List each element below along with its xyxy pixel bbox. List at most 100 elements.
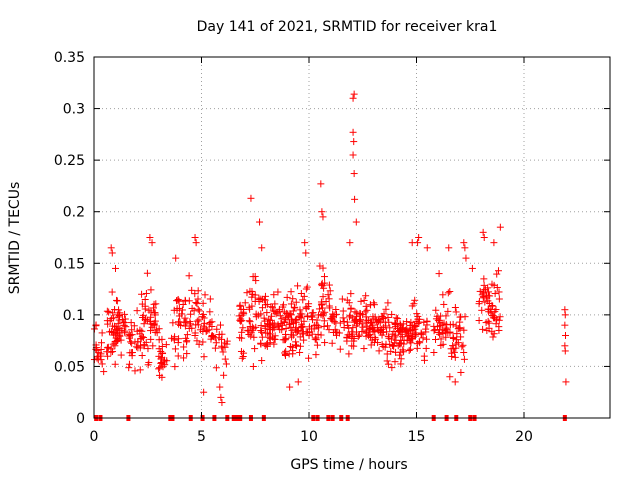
data-point <box>446 328 454 336</box>
data-point <box>436 316 444 324</box>
data-point <box>449 333 457 341</box>
data-point <box>378 325 386 333</box>
data-point <box>181 322 189 330</box>
data-point <box>212 339 220 347</box>
data-point <box>156 364 164 372</box>
data-point <box>311 335 319 343</box>
data-point <box>110 314 118 322</box>
data-point <box>350 90 358 98</box>
data-point <box>382 305 390 313</box>
data-point <box>423 335 431 343</box>
data-point <box>191 329 199 337</box>
data-point <box>352 316 360 324</box>
data-point <box>413 310 421 318</box>
data-point <box>195 340 203 348</box>
data-point <box>484 305 492 313</box>
data-point <box>347 304 355 312</box>
data-point <box>480 289 488 297</box>
data-point <box>440 319 448 327</box>
data-point <box>370 301 378 309</box>
data-point <box>362 313 370 321</box>
data-point <box>274 321 282 329</box>
data-point <box>338 295 346 303</box>
data-point <box>287 288 295 296</box>
data-point <box>349 151 357 159</box>
data-point <box>292 342 300 350</box>
data-point <box>459 341 467 349</box>
data-point <box>258 333 266 341</box>
data-point <box>357 297 365 305</box>
y-tick-label: 0.05 <box>54 359 85 375</box>
data-point <box>171 345 179 353</box>
data-point <box>394 315 402 323</box>
data-point <box>281 349 289 357</box>
data-point <box>354 333 362 341</box>
data-point <box>320 317 328 325</box>
data-point <box>114 320 122 328</box>
x-axis-label: GPS time / hours <box>290 457 407 473</box>
data-point <box>212 364 220 372</box>
data-point <box>384 360 392 368</box>
data-point <box>296 310 304 318</box>
data-point <box>457 368 465 376</box>
data-point <box>125 332 133 340</box>
data-point <box>134 344 142 352</box>
data-point <box>200 322 208 330</box>
x-tick-label: 10 <box>300 429 318 445</box>
data-point <box>286 383 294 391</box>
data-point <box>488 301 496 309</box>
data-point <box>301 239 309 247</box>
data-point <box>313 341 321 349</box>
data-point <box>362 302 370 310</box>
data-point <box>174 339 182 347</box>
data-point <box>414 239 422 247</box>
data-point <box>266 325 274 333</box>
data-point <box>344 331 352 339</box>
data-point <box>247 329 255 337</box>
data-point <box>155 336 163 344</box>
data-point <box>263 300 271 308</box>
data-point <box>453 336 461 344</box>
data-point <box>324 322 332 330</box>
data-point <box>139 314 147 322</box>
data-point <box>121 315 129 323</box>
data-point <box>460 239 468 247</box>
chart-title: Day 141 of 2021, SRMTID for receiver kra… <box>197 19 498 35</box>
data-point <box>125 364 133 372</box>
data-point <box>396 351 404 359</box>
data-point <box>493 270 501 278</box>
data-point <box>325 281 333 289</box>
data-point <box>305 354 313 362</box>
data-point <box>363 306 371 314</box>
data-point <box>313 316 321 324</box>
data-point <box>98 329 106 337</box>
data-point <box>345 324 353 332</box>
data-point <box>300 292 308 300</box>
data-point <box>339 314 347 322</box>
data-point <box>363 316 371 324</box>
data-point <box>269 323 277 331</box>
data-point <box>437 335 445 343</box>
data-point <box>561 347 569 355</box>
data-point <box>413 340 421 348</box>
data-point <box>308 330 316 338</box>
data-point <box>218 399 226 407</box>
data-point <box>451 353 459 361</box>
data-point <box>147 335 155 343</box>
data-point <box>138 333 146 341</box>
data-point <box>321 308 329 316</box>
data-point <box>339 307 347 315</box>
data-point <box>210 333 218 341</box>
data-point <box>150 322 158 330</box>
data-point <box>370 299 378 307</box>
data-point <box>271 300 279 308</box>
data-point <box>103 348 111 356</box>
data-point <box>247 332 255 340</box>
data-point <box>369 315 377 323</box>
data-point <box>561 311 569 319</box>
data-point <box>305 300 313 308</box>
data-point <box>238 354 246 362</box>
data-point <box>142 315 150 323</box>
y-tick-label: 0.1 <box>63 308 85 324</box>
data-point <box>405 347 413 355</box>
